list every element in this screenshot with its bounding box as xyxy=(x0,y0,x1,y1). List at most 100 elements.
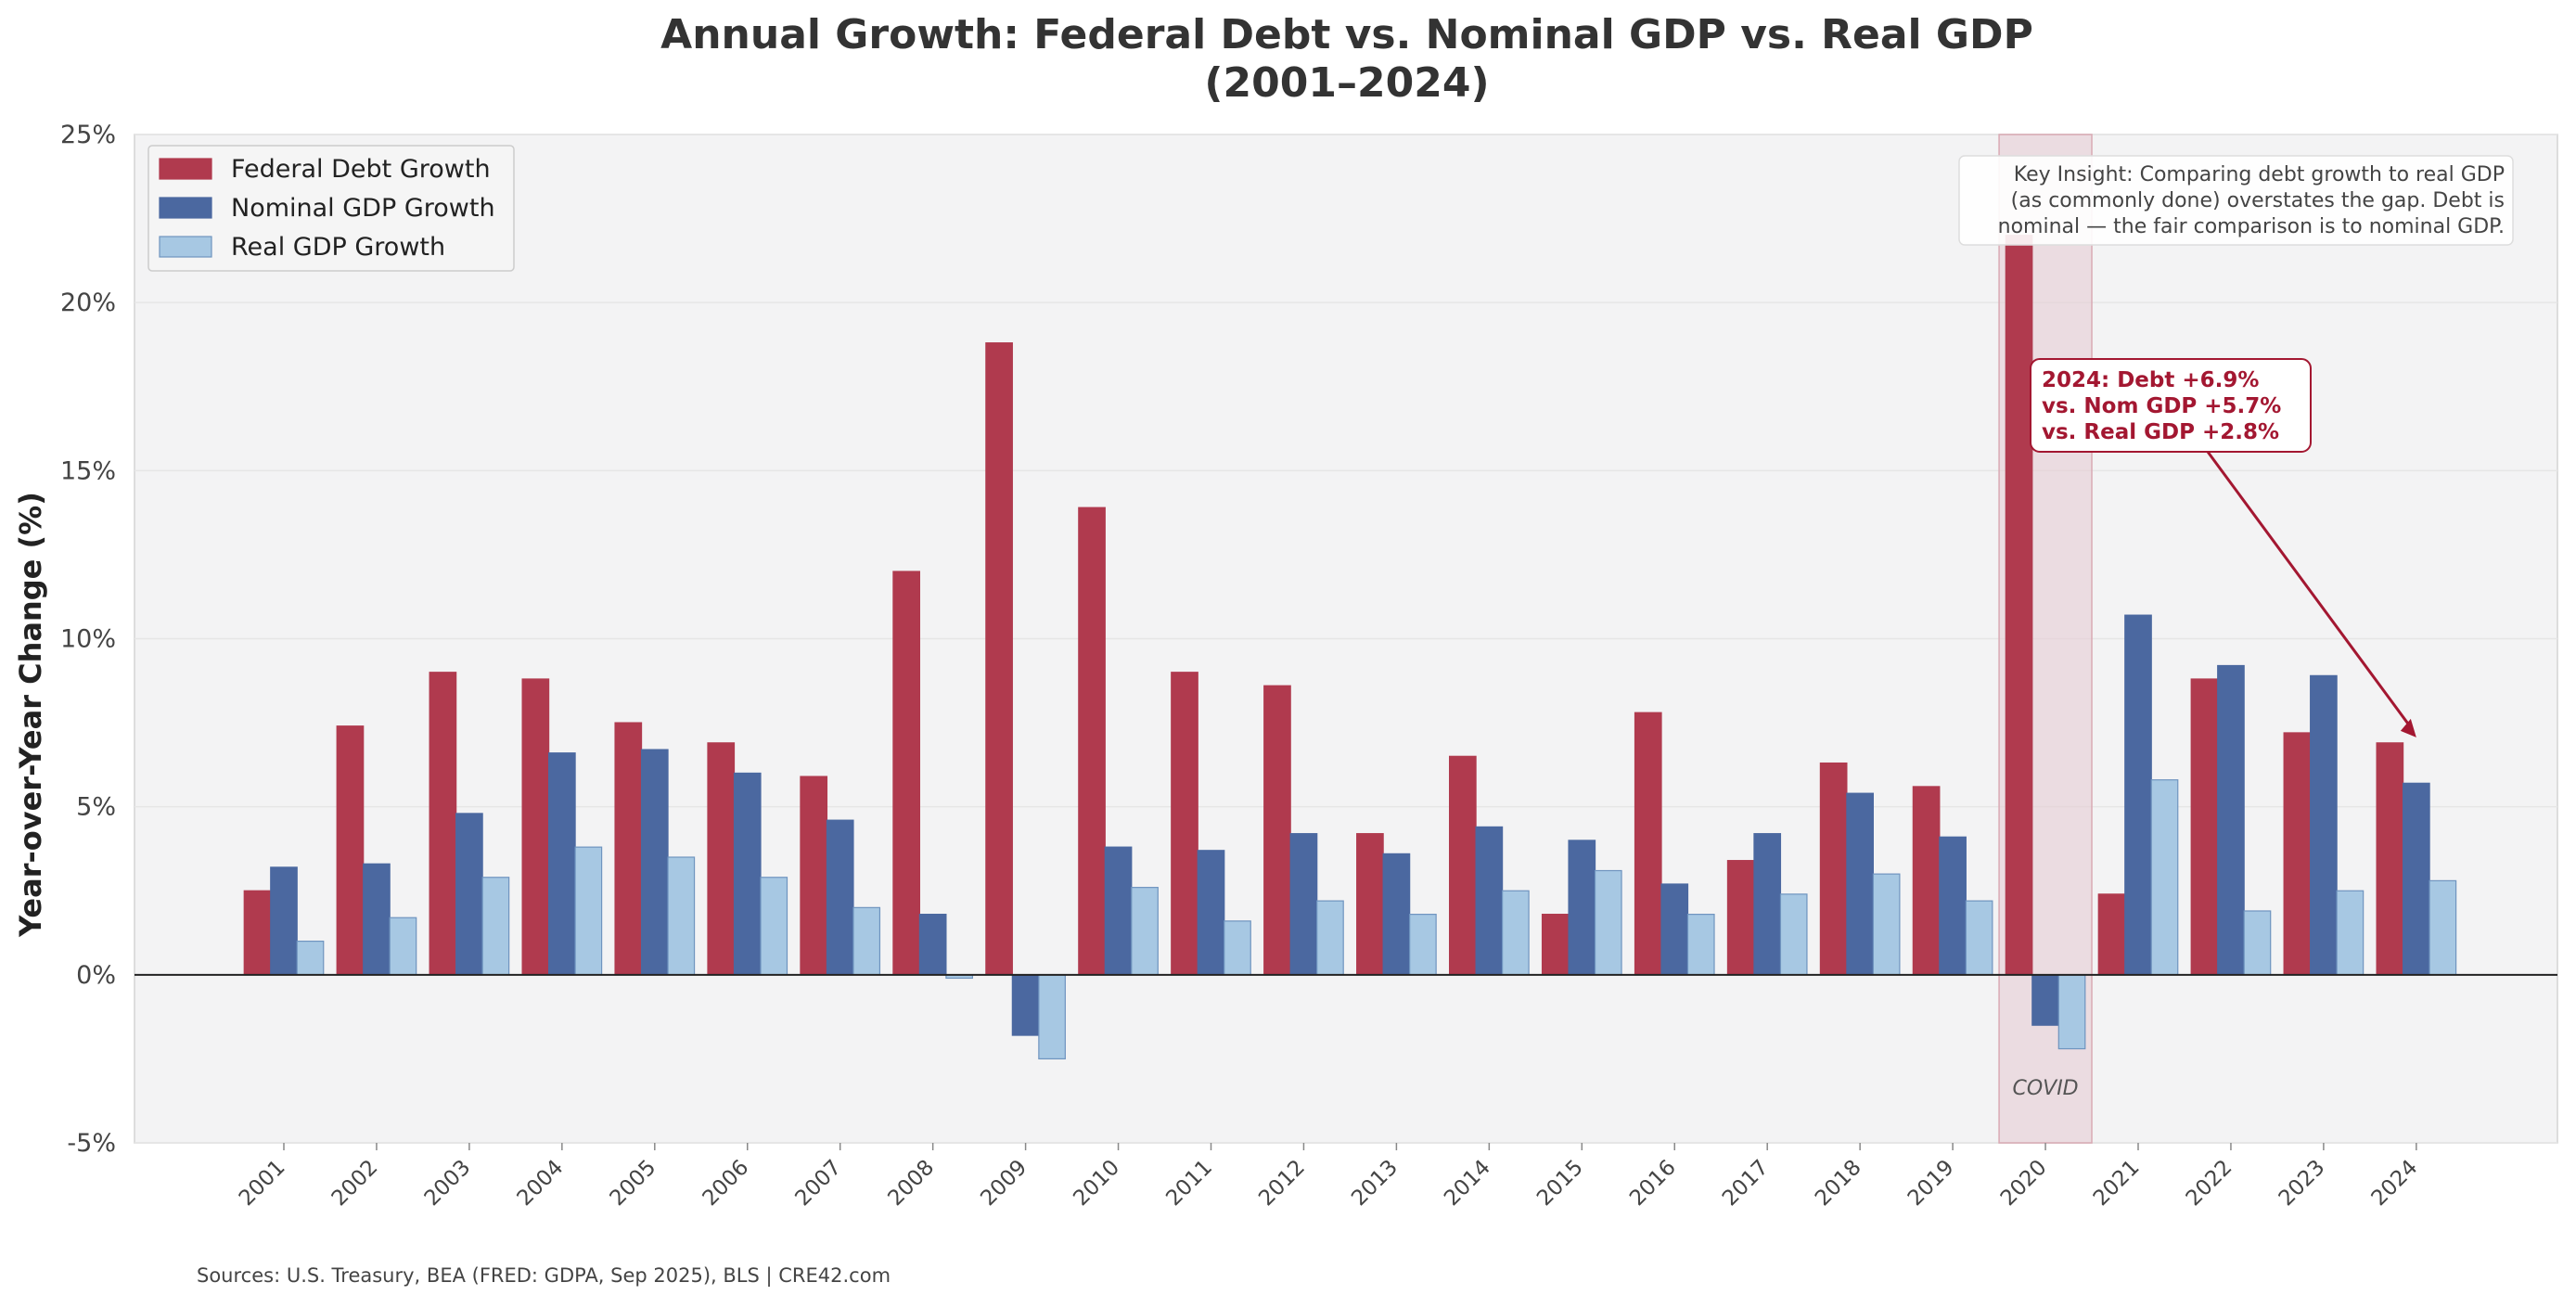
bar-federal-debt-growth-2003 xyxy=(429,672,457,976)
bar-federal-debt-growth-2015 xyxy=(1541,914,1570,976)
bar-federal-debt-growth-2020 xyxy=(2005,235,2033,976)
x-tick-label: 2008 xyxy=(883,1156,939,1212)
bar-federal-debt-growth-2001 xyxy=(243,890,272,976)
callout-line: vs. Nom GDP +5.7% xyxy=(2042,394,2281,418)
x-tick-label: 2015 xyxy=(1532,1156,1588,1212)
bar-real-gdp-growth-2019 xyxy=(1965,900,1993,976)
source-note: Sources: U.S. Treasury, BEA (FRED: GDPA,… xyxy=(197,1264,891,1288)
bar-federal-debt-growth-2014 xyxy=(1448,755,1477,976)
insight-line: nominal — the fair comparison is to nomi… xyxy=(1998,215,2505,238)
bar-real-gdp-growth-2007 xyxy=(852,906,881,976)
bar-nominal-gdp-growth-2009 xyxy=(1011,974,1040,1036)
x-tick-label: 2023 xyxy=(2275,1156,2330,1212)
bar-real-gdp-growth-2017 xyxy=(1779,893,1808,976)
legend-swatch xyxy=(159,158,212,180)
callout-arrow-head xyxy=(2400,718,2416,737)
callout-arrow-line xyxy=(2206,451,2415,731)
x-tick-label: 2012 xyxy=(1254,1156,1310,1212)
x-tick-label: 2021 xyxy=(2089,1156,2145,1212)
bar-federal-debt-growth-2007 xyxy=(800,776,828,976)
y-tick-label: -5% xyxy=(67,1129,116,1158)
x-tick-label: 2018 xyxy=(1811,1156,1866,1212)
bar-nominal-gdp-growth-2006 xyxy=(733,772,762,976)
legend-box xyxy=(147,145,515,272)
bar-federal-debt-growth-2023 xyxy=(2283,732,2312,976)
bar-federal-debt-growth-2012 xyxy=(1263,685,1291,976)
bar-real-gdp-growth-2010 xyxy=(1131,887,1159,976)
bar-real-gdp-growth-2003 xyxy=(481,877,510,976)
bar-nominal-gdp-growth-2018 xyxy=(1846,792,1875,976)
insight-line: (as commonly done) overstates the gap. D… xyxy=(2011,189,2505,212)
legend-swatch xyxy=(159,197,212,219)
bar-federal-debt-growth-2017 xyxy=(1726,860,1755,976)
bar-federal-debt-growth-2024 xyxy=(2376,742,2404,976)
bar-federal-debt-growth-2002 xyxy=(336,725,365,976)
bar-federal-debt-growth-2018 xyxy=(1819,762,1848,976)
bar-real-gdp-growth-2001 xyxy=(296,940,325,976)
bar-real-gdp-growth-2011 xyxy=(1224,920,1251,976)
bar-nominal-gdp-growth-2012 xyxy=(1289,833,1318,976)
callout-line: vs. Real GDP +2.8% xyxy=(2042,420,2279,444)
bar-real-gdp-growth-2013 xyxy=(1409,914,1437,976)
chart-title-line1: Annual Growth: Federal Debt vs. Nominal … xyxy=(660,11,2033,58)
covid-label: COVID xyxy=(2012,1077,2078,1100)
legend: Federal Debt Growth Nominal GDP Growth Rea… xyxy=(147,145,515,272)
bar-real-gdp-growth-2020 xyxy=(2057,974,2086,1050)
y-tick-label: 20% xyxy=(60,289,116,317)
bar-federal-debt-growth-2008 xyxy=(892,571,921,976)
bar-nominal-gdp-growth-2001 xyxy=(270,866,298,976)
y-tick-label: 10% xyxy=(60,625,116,654)
bar-real-gdp-growth-2015 xyxy=(1594,869,1622,976)
x-tick-label: 2003 xyxy=(420,1156,476,1212)
insight-line: Key Insight: Comparing debt growth to re… xyxy=(2014,163,2505,186)
y-tick-label: 25% xyxy=(60,121,116,149)
bar-federal-debt-growth-2005 xyxy=(614,722,643,976)
y-axis-label: Year-over-Year Change (%) xyxy=(13,492,48,938)
bar-nominal-gdp-growth-2017 xyxy=(1753,833,1782,976)
x-tick-label: 2019 xyxy=(1903,1156,1959,1212)
legend-label: Nominal GDP Growth xyxy=(231,194,495,223)
x-tick-label: 2004 xyxy=(513,1156,569,1212)
bar-nominal-gdp-growth-2011 xyxy=(1197,850,1225,976)
callout-box xyxy=(2030,358,2312,453)
bar-nominal-gdp-growth-2024 xyxy=(2403,782,2430,976)
bar-nominal-gdp-growth-2005 xyxy=(640,749,669,976)
bar-real-gdp-growth-2014 xyxy=(1501,890,1530,976)
x-tick-label: 2014 xyxy=(1440,1156,1495,1212)
bar-real-gdp-growth-2002 xyxy=(389,917,417,976)
x-tick-label: 2007 xyxy=(791,1156,847,1212)
bar-federal-debt-growth-2021 xyxy=(2097,893,2126,976)
y-tick-label: 5% xyxy=(76,793,116,822)
bar-federal-debt-growth-2010 xyxy=(1078,507,1106,976)
bar-real-gdp-growth-2016 xyxy=(1686,914,1715,976)
y-tick-label: 0% xyxy=(76,961,116,990)
bar-real-gdp-growth-2012 xyxy=(1316,900,1344,976)
bar-real-gdp-growth-2022 xyxy=(2243,910,2272,976)
bar-real-gdp-growth-2021 xyxy=(2150,779,2179,976)
bar-real-gdp-growth-2005 xyxy=(667,856,696,976)
insight-box-frame xyxy=(1958,155,2514,246)
x-tick-label: 2016 xyxy=(1625,1156,1681,1212)
bar-real-gdp-growth-2024 xyxy=(2429,879,2457,976)
bar-nominal-gdp-growth-2023 xyxy=(2310,674,2338,976)
bar-nominal-gdp-growth-2020 xyxy=(2031,974,2059,1026)
bar-real-gdp-growth-2004 xyxy=(574,846,603,976)
bar-real-gdp-growth-2023 xyxy=(2336,890,2365,976)
bar-federal-debt-growth-2004 xyxy=(521,678,550,976)
callout-line: 2024: Debt +6.9% xyxy=(2042,368,2259,392)
bar-nominal-gdp-growth-2014 xyxy=(1475,826,1504,976)
bar-federal-debt-growth-2019 xyxy=(1912,786,1941,976)
bar-nominal-gdp-growth-2008 xyxy=(918,914,947,976)
bar-federal-debt-growth-2009 xyxy=(985,342,1013,976)
legend-swatch xyxy=(159,236,212,258)
bar-nominal-gdp-growth-2003 xyxy=(455,813,483,976)
insight-box: Key Insight: Comparing debt growth to re… xyxy=(1958,155,2514,246)
bar-real-gdp-growth-2006 xyxy=(760,877,788,976)
bar-federal-debt-growth-2013 xyxy=(1356,833,1384,976)
legend-label: Federal Debt Growth xyxy=(231,155,491,184)
y-tick-label: 15% xyxy=(60,456,116,485)
bar-nominal-gdp-growth-2004 xyxy=(547,752,576,976)
bar-federal-debt-growth-2006 xyxy=(707,742,736,976)
